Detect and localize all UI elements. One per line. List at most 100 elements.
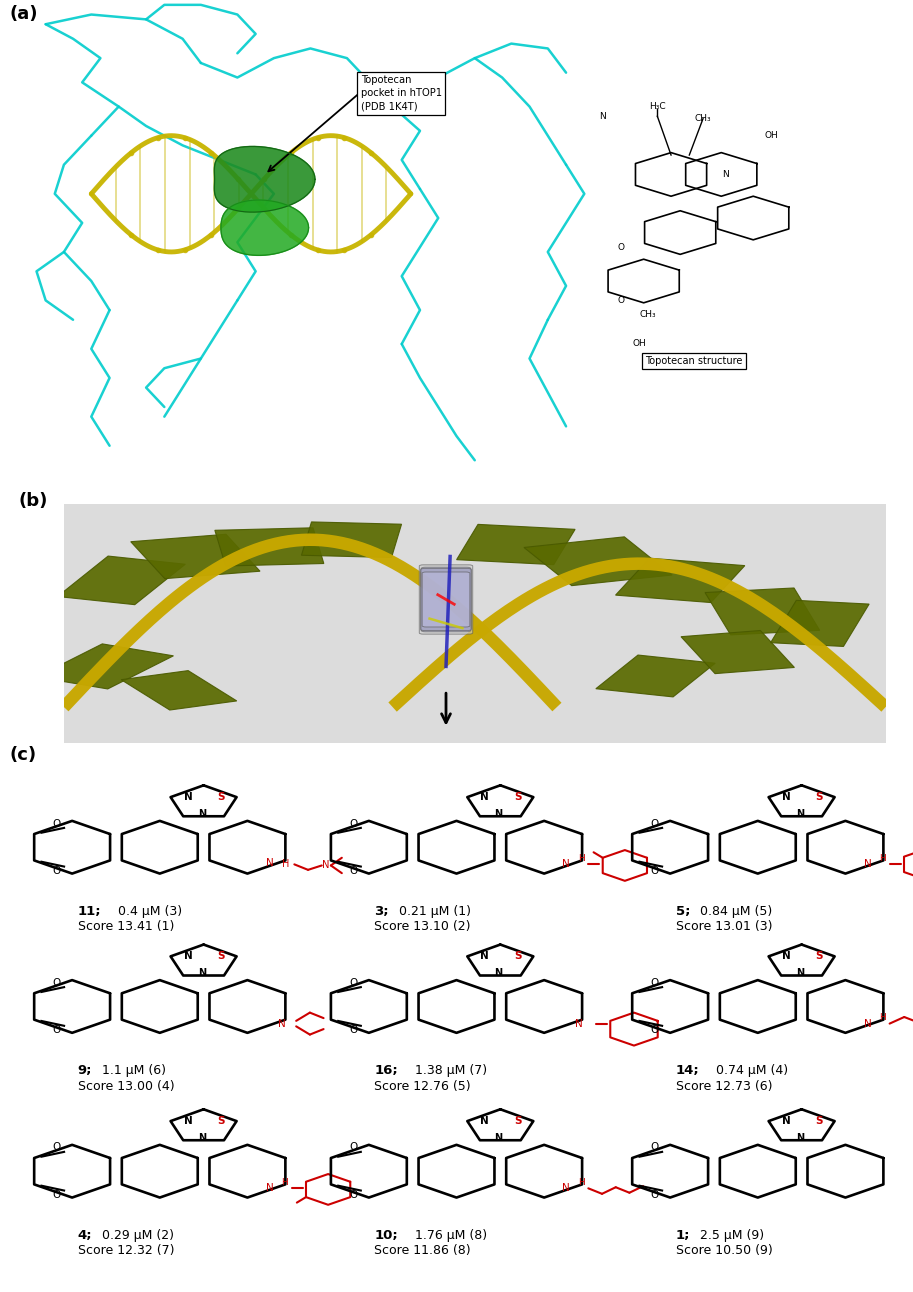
FancyBboxPatch shape (421, 568, 471, 630)
Text: OH: OH (632, 340, 646, 349)
FancyBboxPatch shape (422, 572, 470, 627)
Text: O: O (651, 1190, 659, 1200)
Text: Score 13.00 (4): Score 13.00 (4) (78, 1080, 174, 1093)
Text: N: N (198, 968, 206, 978)
Text: 10;: 10; (374, 1229, 398, 1242)
Text: N: N (574, 1018, 582, 1028)
Text: 14;: 14; (676, 1065, 699, 1078)
Text: N: N (782, 951, 791, 961)
Text: O: O (53, 1025, 61, 1035)
Text: S: S (815, 951, 823, 961)
Text: O: O (53, 866, 61, 876)
Bar (771, 601, 869, 646)
Text: CH₃: CH₃ (640, 310, 656, 319)
Text: O: O (617, 296, 624, 305)
Text: O: O (350, 819, 358, 828)
Bar (705, 588, 820, 634)
Bar (131, 535, 260, 579)
Text: N: N (266, 858, 273, 868)
Text: N: N (480, 792, 489, 802)
Text: O: O (651, 1142, 659, 1152)
Text: 11;: 11; (78, 904, 101, 919)
Text: CH₃: CH₃ (695, 114, 711, 123)
Text: O: O (651, 1025, 659, 1035)
Bar (58, 556, 185, 605)
Text: Score 13.01 (3): Score 13.01 (3) (676, 920, 772, 933)
Text: N: N (184, 951, 193, 961)
Text: Topotecan
pocket in hTOP1
(PDB 1K4T): Topotecan pocket in hTOP1 (PDB 1K4T) (361, 75, 442, 111)
Text: Score 13.10 (2): Score 13.10 (2) (374, 920, 471, 933)
Text: N: N (480, 1116, 489, 1127)
Text: S: S (815, 792, 823, 802)
Bar (596, 655, 715, 696)
Text: N: N (495, 809, 503, 819)
Text: Score 12.73 (6): Score 12.73 (6) (676, 1080, 772, 1093)
Text: O: O (53, 978, 61, 988)
Text: N: N (184, 792, 193, 802)
Text: H: H (879, 1013, 887, 1022)
Text: N: N (266, 1183, 273, 1194)
Text: N: N (495, 968, 503, 978)
Text: N: N (599, 112, 606, 120)
Polygon shape (215, 146, 315, 212)
Text: H₃C: H₃C (649, 102, 666, 111)
Text: N: N (864, 1018, 871, 1028)
Bar (301, 522, 402, 558)
Text: 5;: 5; (676, 904, 690, 919)
Text: Score 10.50 (9): Score 10.50 (9) (676, 1244, 772, 1257)
Bar (456, 525, 575, 565)
Text: OH: OH (764, 132, 779, 140)
Text: Score 12.32 (7): Score 12.32 (7) (78, 1244, 174, 1257)
Text: O: O (350, 978, 358, 988)
Bar (37, 643, 173, 689)
Text: N: N (796, 1133, 804, 1143)
Text: O: O (350, 866, 358, 876)
FancyBboxPatch shape (422, 567, 471, 632)
Text: N: N (796, 809, 804, 819)
Text: (c): (c) (9, 745, 37, 764)
Text: N: N (198, 809, 206, 819)
Text: 1.1 μM (6): 1.1 μM (6) (94, 1065, 166, 1078)
Text: (b): (b) (18, 492, 48, 510)
Polygon shape (221, 200, 309, 256)
Text: H: H (879, 854, 887, 863)
Text: O: O (53, 1142, 61, 1152)
Text: S: S (514, 951, 521, 961)
Text: S: S (217, 951, 225, 961)
Text: O: O (651, 819, 659, 828)
Text: Score 13.41 (1): Score 13.41 (1) (78, 920, 174, 933)
Text: N: N (562, 859, 570, 870)
Text: (a): (a) (9, 5, 37, 23)
Text: 0.84 μM (5): 0.84 μM (5) (692, 904, 772, 919)
Text: 0.29 μM (2): 0.29 μM (2) (94, 1229, 174, 1242)
Text: N: N (278, 1018, 286, 1028)
Text: 2.5 μM (9): 2.5 μM (9) (692, 1229, 764, 1242)
Text: H: H (578, 1178, 585, 1186)
Text: O: O (53, 1190, 61, 1200)
Bar (524, 537, 672, 585)
Text: 4;: 4; (78, 1229, 92, 1242)
Text: N: N (495, 1133, 503, 1143)
Text: Topotecan structure: Topotecan structure (645, 357, 742, 366)
Text: S: S (514, 792, 521, 802)
Text: H: H (282, 859, 289, 870)
Text: 1.38 μM (7): 1.38 μM (7) (407, 1065, 488, 1078)
Text: H: H (281, 1178, 289, 1186)
Bar (215, 528, 324, 566)
Text: 3;: 3; (374, 904, 389, 919)
FancyBboxPatch shape (419, 565, 473, 634)
Text: 0.4 μM (3): 0.4 μM (3) (110, 904, 183, 919)
Text: O: O (350, 1025, 358, 1035)
Text: N: N (480, 951, 489, 961)
Text: S: S (217, 792, 225, 802)
Text: 16;: 16; (374, 1065, 398, 1078)
Bar (681, 630, 794, 673)
Text: N: N (796, 968, 804, 978)
Text: N: N (321, 860, 330, 871)
Bar (615, 558, 745, 602)
Text: Score 11.86 (8): Score 11.86 (8) (374, 1244, 471, 1257)
Text: S: S (514, 1116, 521, 1127)
Text: N: N (562, 1183, 570, 1194)
Text: O: O (651, 978, 659, 988)
Text: N: N (722, 171, 729, 178)
